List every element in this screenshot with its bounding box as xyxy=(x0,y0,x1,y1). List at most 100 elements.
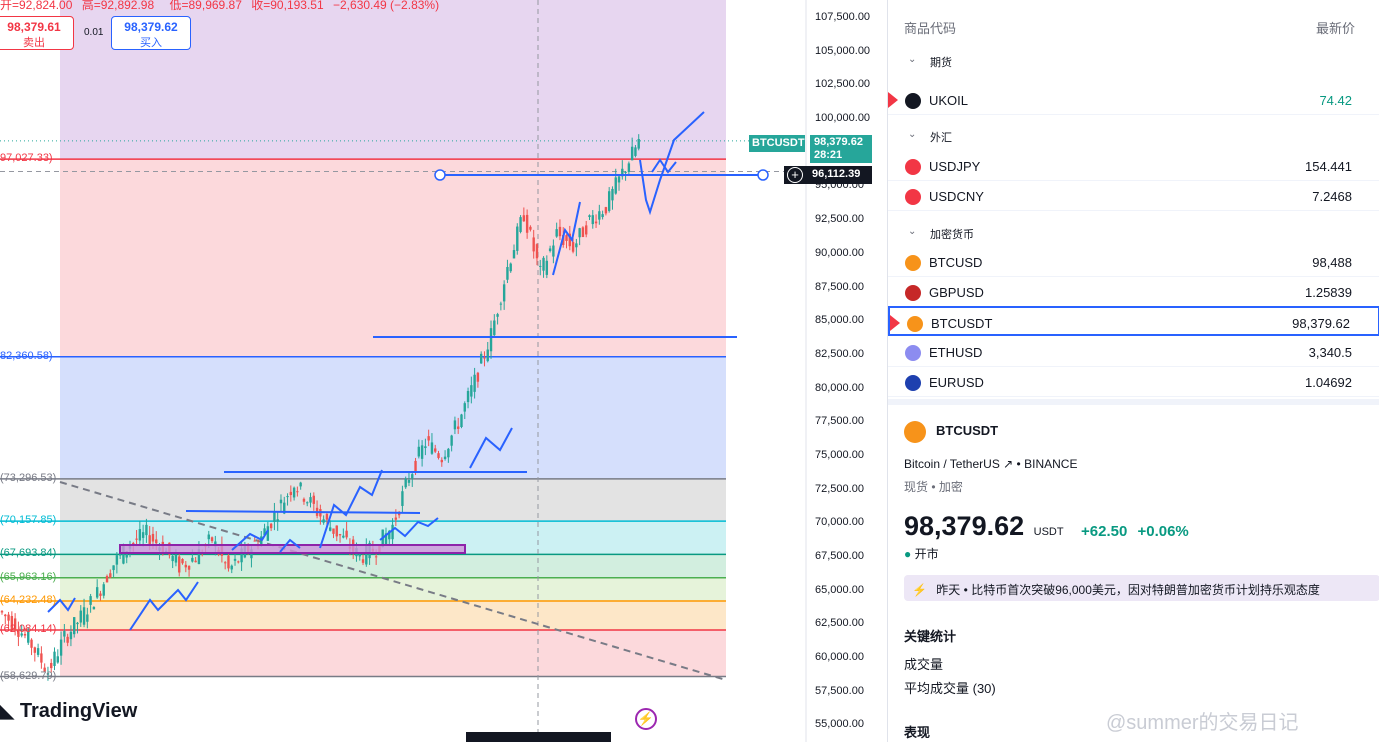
candle-body xyxy=(401,491,404,506)
detail-change-abs: +62.50 xyxy=(1081,523,1128,540)
candle-body xyxy=(479,353,483,364)
price-axis-tick: 77,500.00 xyxy=(815,415,864,428)
status-dot-icon: ● xyxy=(904,547,915,561)
chart-canvas[interactable] xyxy=(0,0,885,742)
group-crypto-label: 加密货币 xyxy=(930,229,974,241)
buy-button[interactable]: 98,379.62 买入 xyxy=(111,16,191,50)
group-forex[interactable]: ⌄ 外汇 xyxy=(888,123,1379,149)
candle-body xyxy=(476,372,480,382)
candle-body xyxy=(345,530,348,538)
projection-arrow xyxy=(279,538,301,553)
candle-body xyxy=(417,446,421,457)
external-link-icon[interactable]: ↗ • xyxy=(1003,457,1025,471)
projection-arrow xyxy=(231,529,269,551)
row-symbol: BTCUSDT xyxy=(931,316,993,331)
tradingview-wordmark: TradingView xyxy=(19,700,138,722)
candle-body xyxy=(53,651,56,666)
chart-area[interactable]: 开=92,824.00 高=92,892.98 低=89,969.87 收=90… xyxy=(0,0,885,742)
candle-body xyxy=(499,303,503,305)
candle-body xyxy=(516,226,519,251)
candle-body xyxy=(411,474,414,479)
candle-body xyxy=(125,551,128,558)
candle-body xyxy=(59,639,63,656)
candle-body xyxy=(437,453,440,458)
candle-body xyxy=(571,242,575,252)
price-axis-tick: 72,500.00 xyxy=(815,482,864,495)
flag-icon[interactable] xyxy=(888,92,898,108)
news-banner[interactable]: ⚡ 昨天 • 比特币首次突破96,000美元，因对特朗普加密货币计划持乐观态度 xyxy=(904,575,1379,601)
candle-body xyxy=(0,611,4,613)
candle-body xyxy=(4,614,7,617)
ohlc-change: −2,630.49 (−2.83%) xyxy=(333,0,440,12)
row-symbol: BTCUSD xyxy=(929,255,983,270)
candle-body xyxy=(155,539,158,544)
horizontal-ray xyxy=(185,510,421,514)
watchlist-row-ethusd[interactable]: ETHUSD 3,340.5 xyxy=(888,337,1379,367)
sell-button[interactable]: 98,379.61 卖出 xyxy=(0,16,74,50)
price-axis-tick: 62,500.00 xyxy=(815,617,864,630)
candle-body xyxy=(365,544,368,565)
price-axis-tick: 107,500.00 xyxy=(815,11,871,23)
candle-body xyxy=(194,560,197,563)
candle-body xyxy=(581,227,585,237)
watchlist-row-btcusdt[interactable]: BTCUSDT 98,379.62 xyxy=(888,306,1379,336)
candle-body xyxy=(453,420,457,430)
candle-body xyxy=(506,266,509,280)
candle-body xyxy=(184,564,187,568)
news-time: 昨天 • xyxy=(936,583,968,597)
market-status: ● 开市 xyxy=(904,545,939,562)
us-flag-icon xyxy=(905,159,921,175)
candle-body xyxy=(374,556,378,558)
watchlist-row-ukoil[interactable]: UKOIL 74.42 xyxy=(888,85,1379,115)
candle-body xyxy=(82,607,86,625)
candle-body xyxy=(10,616,14,630)
group-crypto[interactable]: ⌄ 加密货币 xyxy=(888,220,1379,246)
row-symbol: USDJPY xyxy=(929,159,981,174)
crosshair-price-tag: 96,112.39 xyxy=(784,166,872,184)
sell-price: 98,379.61 xyxy=(7,20,61,34)
volume-label: 成交量 xyxy=(904,657,944,672)
candle-body xyxy=(532,237,535,252)
candle-body xyxy=(522,215,526,222)
candle-body xyxy=(151,533,155,542)
watchlist-row-btcusd[interactable]: BTCUSD 98,488 xyxy=(888,247,1379,277)
watchlist-row-usdjpy[interactable]: USDJPY 154.441 xyxy=(888,151,1379,181)
col-last-label[interactable]: 最新价 xyxy=(1315,21,1355,36)
candle-body xyxy=(79,610,82,623)
candle-body xyxy=(447,448,450,458)
candle-body xyxy=(535,244,539,259)
candle-body xyxy=(112,565,115,571)
detail-change: +62.50 +0.06% xyxy=(1081,523,1189,540)
ohlc-close: 收=90,193.51 xyxy=(251,0,324,12)
candle-body xyxy=(630,146,634,161)
watchlist-row-usdcny[interactable]: USDCNY 7.2468 xyxy=(888,181,1379,211)
bitcoin-icon xyxy=(905,255,921,271)
candle-body xyxy=(132,542,135,544)
oil-drop-icon xyxy=(905,93,921,109)
candle-body xyxy=(489,328,493,352)
candle-body xyxy=(89,596,92,605)
consolidation-box xyxy=(119,544,466,554)
key-stats-title: 关键统计 xyxy=(904,629,957,644)
candle-body xyxy=(607,191,611,211)
candle-body xyxy=(95,587,99,598)
detail-price-value: 98,379.62 xyxy=(904,511,1025,541)
candle-body xyxy=(443,456,447,459)
flag-icon[interactable] xyxy=(890,315,900,331)
group-futures[interactable]: ⌄ 期货 xyxy=(888,48,1379,74)
bolt-icon[interactable]: ⚡ xyxy=(635,708,657,730)
detail-type: 现货 • 加密 xyxy=(904,480,963,494)
candle-body xyxy=(99,593,102,596)
candle-body xyxy=(617,176,621,183)
tradingview-logo: ◣ TradingView xyxy=(0,700,137,723)
col-symbol-label[interactable]: 商品代码 xyxy=(904,21,957,36)
candle-body xyxy=(394,517,398,520)
fib-level-label: 82,360.58) xyxy=(0,349,53,362)
price-axis-tick: 75,000.00 xyxy=(815,448,864,461)
detail-symbol[interactable]: BTCUSDT xyxy=(936,423,999,438)
candle-body xyxy=(283,502,286,514)
watchlist-row-eurusd[interactable]: EURUSD 1.04692 xyxy=(888,367,1379,397)
detail-description[interactable]: Bitcoin / TetherUS xyxy=(904,457,1000,471)
watchlist-row-gbpusd[interactable]: GBPUSD 1.25839 xyxy=(888,277,1379,307)
plus-icon[interactable]: + xyxy=(787,167,803,183)
